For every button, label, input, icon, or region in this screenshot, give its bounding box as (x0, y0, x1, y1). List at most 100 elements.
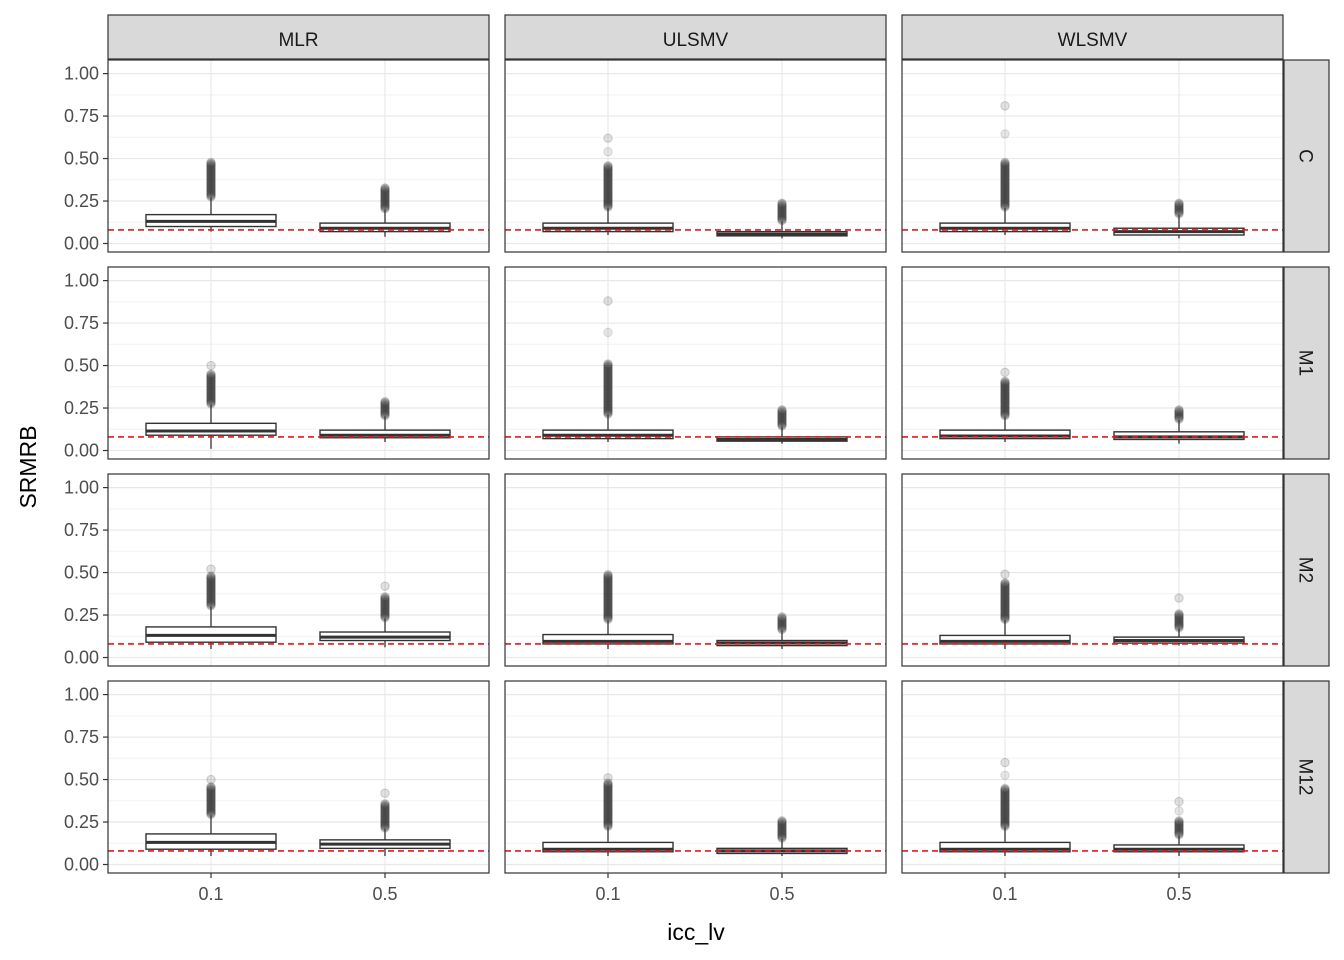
outlier-point (603, 147, 613, 157)
outlier-point (603, 366, 613, 377)
outlier-point (603, 167, 613, 178)
outlier-point (603, 378, 613, 389)
row-strip-label: M1 (1295, 350, 1316, 376)
y-tick-label: 0.25 (64, 605, 99, 625)
outlier-point (206, 786, 216, 797)
outlier-point (603, 185, 613, 195)
outlier-point (1000, 594, 1010, 604)
outlier-point (603, 182, 613, 193)
outlier-point (1000, 185, 1010, 195)
outlier-point (603, 603, 613, 614)
outlier-point (1000, 406, 1010, 416)
outlier-point (777, 206, 787, 216)
outlier-point (380, 192, 390, 202)
outlier-point (603, 198, 613, 208)
y-tick-label: 1.00 (64, 478, 99, 498)
outlier-point (777, 200, 787, 210)
outlier-point (206, 786, 216, 796)
outlier-point (206, 373, 216, 383)
outlier-point (777, 405, 787, 415)
outlier-point (380, 604, 390, 614)
outlier-point (603, 603, 613, 613)
outlier-point (1174, 203, 1184, 214)
outlier-point (380, 807, 390, 818)
outlier-point (603, 807, 613, 817)
outlier-point (603, 400, 613, 411)
iqr-box (939, 429, 1071, 440)
y-tick-label: 0.50 (64, 356, 99, 376)
outlier-point (1000, 795, 1010, 805)
outlier-point (1000, 159, 1010, 170)
outlier-point (777, 199, 787, 210)
outlier-point (380, 813, 390, 823)
outlier-point (206, 799, 216, 810)
outlier-point (380, 811, 390, 821)
outlier-point (206, 384, 216, 394)
outlier-point (1174, 826, 1184, 836)
outlier-point (1000, 587, 1010, 597)
outlier-point (603, 167, 613, 177)
outlier-point (777, 827, 787, 837)
outlier-point (1000, 589, 1010, 599)
outlier-point (603, 600, 613, 610)
x-tick-label: 0.5 (769, 884, 794, 904)
outlier-point (603, 180, 613, 191)
y-tick-label: 0.00 (64, 234, 99, 254)
outlier-point (1000, 197, 1010, 208)
outlier-point (1174, 201, 1184, 212)
outlier-point (1000, 813, 1010, 823)
outlier-point (603, 573, 613, 584)
outlier-point (1174, 408, 1184, 418)
outlier-point (1000, 799, 1010, 810)
box-0-5 (1113, 198, 1245, 239)
outlier-point (1000, 381, 1010, 392)
row-strip-label: M2 (1295, 557, 1316, 583)
outlier-point (603, 375, 613, 385)
outlier-point (1174, 611, 1184, 622)
outlier-point (1000, 383, 1010, 394)
outlier-point (1000, 404, 1010, 414)
outlier-point (1000, 192, 1010, 202)
outlier-point (603, 393, 613, 403)
outlier-point (1174, 822, 1184, 833)
y-tick-label: 0.00 (64, 855, 99, 875)
outlier-point (1000, 377, 1010, 388)
outlier-point (380, 593, 390, 603)
outlier-point (603, 380, 613, 390)
outlier-point (1000, 582, 1010, 593)
outlier-point (206, 784, 216, 794)
outlier-point (380, 600, 390, 611)
outlier-point (206, 157, 216, 167)
box-0-5 (1113, 796, 1245, 857)
outlier-point (777, 612, 787, 623)
outlier-point (1174, 613, 1184, 623)
outlier-point (1174, 198, 1184, 208)
outlier-point (603, 590, 613, 600)
outlier-point (206, 793, 216, 803)
outlier-point (206, 395, 216, 405)
outlier-point (1000, 184, 1010, 194)
outlier-point (206, 161, 216, 172)
outlier-point (206, 393, 216, 403)
outlier-point (206, 591, 216, 602)
outlier-point (206, 370, 216, 380)
outlier-point (1174, 615, 1184, 625)
outlier-point (206, 595, 216, 605)
outlier-point (380, 808, 390, 818)
outlier-point (206, 573, 216, 584)
outlier-point (1174, 405, 1184, 416)
outlier-point (206, 572, 216, 583)
outlier-point (1000, 176, 1010, 187)
outlier-point (1000, 387, 1010, 397)
outlier-point (777, 409, 787, 420)
outlier-point (206, 590, 216, 601)
outlier-point (603, 368, 613, 379)
outlier-point (1174, 609, 1184, 620)
outlier-point (206, 182, 216, 192)
outlier-point (603, 601, 613, 612)
outlier-point (1000, 597, 1010, 608)
outlier-point (603, 801, 613, 811)
outlier-point (1000, 167, 1010, 177)
outlier-point (206, 165, 216, 176)
outlier-point (603, 800, 613, 811)
